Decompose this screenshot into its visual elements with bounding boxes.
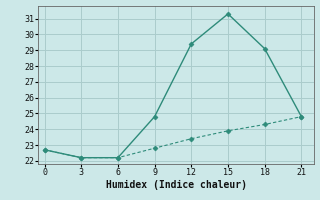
X-axis label: Humidex (Indice chaleur): Humidex (Indice chaleur)	[106, 180, 246, 190]
